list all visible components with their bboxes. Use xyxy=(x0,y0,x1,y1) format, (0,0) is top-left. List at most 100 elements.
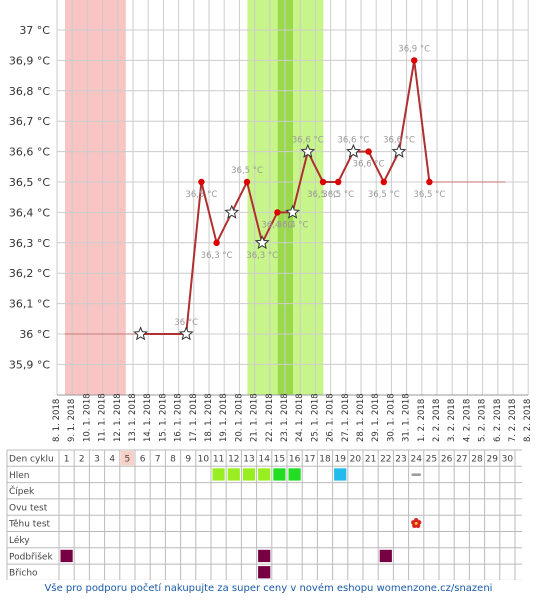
data-point[interactable] xyxy=(198,178,205,186)
cycle-table: Den cyklu Hlen Čípek Ovu test Těhu test Léky P… xyxy=(6,449,522,580)
x-tick-label: 21. 1. 2018 xyxy=(250,393,260,442)
fertility-chart: 37 °C 36,9 °C 36,8 °C 36,7 °C 36,6 °C 36,5 °C… xyxy=(6,0,533,580)
data-point[interactable] xyxy=(411,57,418,64)
temperature-labels: 36 °C 36,5 °C 36,3 °C 36,5 °C 36,3 °C 36,4 °C… xyxy=(174,44,445,328)
star-point[interactable] xyxy=(300,143,316,158)
chart-grid xyxy=(56,0,529,396)
y-axis: 37 °C 36,9 °C 36,8 °C 36,7 °C 36,6 °C 36,5 °C… xyxy=(9,24,50,371)
row-label: Podbřišek xyxy=(9,551,53,562)
day-number: 16 xyxy=(289,455,301,465)
day-number: 28 xyxy=(471,455,483,465)
day-number: 2 xyxy=(79,455,85,465)
day-number: 21 xyxy=(365,455,376,465)
x-tick-label: 30. 1. 2018 xyxy=(386,393,396,442)
day-number: 22 xyxy=(380,455,391,465)
cell-mark[interactable] xyxy=(379,549,392,563)
x-tick-label: 15. 1. 2018 xyxy=(158,393,168,442)
data-point[interactable] xyxy=(319,178,327,186)
day-number: 29 xyxy=(486,455,498,465)
cell-mark[interactable] xyxy=(60,549,73,563)
cell-mark[interactable] xyxy=(212,468,225,481)
data-point[interactable] xyxy=(380,178,387,186)
star-point[interactable] xyxy=(345,143,361,158)
star-point[interactable] xyxy=(285,204,301,219)
data-label: 36,6 °C xyxy=(383,136,415,146)
star-point[interactable] xyxy=(224,204,240,219)
cell-mark[interactable] xyxy=(258,549,271,563)
y-tick-label: 36,8 °C xyxy=(9,85,50,98)
data-label: 36,3 °C xyxy=(246,251,278,261)
x-tick-label: 25. 1. 2018 xyxy=(310,393,320,442)
x-tick-label: 16. 1. 2018 xyxy=(174,393,184,442)
x-tick-label: 6. 2. 2018 xyxy=(493,399,503,442)
cell-mark[interactable] xyxy=(227,468,240,481)
x-tick-label: 27. 1. 2018 xyxy=(341,393,351,442)
row-label: Léky xyxy=(9,535,30,546)
x-tick-label: 5. 2. 2018 xyxy=(478,399,488,442)
cell-mark[interactable] xyxy=(288,468,301,481)
data-point[interactable] xyxy=(274,209,281,216)
cell-mark[interactable] xyxy=(258,468,271,481)
star-point[interactable] xyxy=(133,326,149,341)
data-label: 36,4 °C xyxy=(261,220,293,230)
row-label: Čípek xyxy=(9,485,35,497)
day-number: 9 xyxy=(185,455,191,465)
row-label: Břicho xyxy=(9,569,38,579)
data-point[interactable] xyxy=(426,178,433,186)
data-label: 36,5 °C xyxy=(322,190,354,200)
cell-mark[interactable] xyxy=(273,468,286,481)
y-tick-label: 36,3 °C xyxy=(9,237,50,250)
y-tick-label: 36,1 °C xyxy=(9,298,50,311)
series-segment xyxy=(230,181,248,213)
day-number: 11 xyxy=(213,455,224,465)
data-point[interactable] xyxy=(365,148,372,155)
cell-mark[interactable] xyxy=(242,468,256,481)
star-point[interactable] xyxy=(254,234,270,250)
flower-icon[interactable] xyxy=(414,521,418,525)
day-number: 17 xyxy=(304,455,315,465)
data-point[interactable] xyxy=(335,178,342,186)
data-point[interactable] xyxy=(213,239,220,246)
series-segment xyxy=(185,181,203,335)
data-label: 36,6 °C xyxy=(337,136,369,146)
day-number: 10 xyxy=(198,455,210,465)
x-tick-label: 24. 1. 2018 xyxy=(295,393,305,442)
day-number: 12 xyxy=(228,455,239,465)
cell-dash-mark[interactable] xyxy=(411,473,421,476)
data-label: 36,5 °C xyxy=(231,166,263,176)
day-number: 18 xyxy=(319,455,331,465)
x-tick-label: 20. 1. 2018 xyxy=(234,393,244,442)
day-number: 25 xyxy=(426,455,437,465)
band-0 xyxy=(65,0,126,395)
series-segment xyxy=(261,211,279,244)
x-tick-label: 29. 1. 2018 xyxy=(371,393,381,442)
star-point[interactable] xyxy=(391,143,407,158)
day-number: 23 xyxy=(395,455,406,465)
day-number: 6 xyxy=(140,455,146,465)
y-tick-label: 36,9 °C xyxy=(9,54,50,67)
footer-link[interactable]: Vše pro podporu početí nakupujte za supe… xyxy=(44,583,493,594)
data-label: 36,4 °C xyxy=(277,220,309,230)
series-segment xyxy=(337,151,355,183)
day-number: 26 xyxy=(441,455,453,465)
data-point[interactable] xyxy=(243,178,251,186)
day-number: 27 xyxy=(456,455,467,465)
x-tick-label: 10. 1. 2018 xyxy=(82,393,92,442)
x-tick-label: 26. 1. 2018 xyxy=(326,393,336,442)
row-label: Ovu test xyxy=(9,503,48,513)
star-point[interactable] xyxy=(178,326,194,341)
day-number: 1 xyxy=(64,455,70,465)
day-number: 3 xyxy=(94,455,100,465)
data-label: 36,6 °C xyxy=(292,136,324,146)
series-segment xyxy=(200,181,218,244)
day-number: 20 xyxy=(350,455,362,465)
series-segment xyxy=(367,151,385,183)
day-number: 30 xyxy=(502,455,514,465)
series-segment xyxy=(382,151,400,183)
x-axis: 8. 1. 2018 9. 1. 2018 10. 1. 2018 11. 1. 20… xyxy=(52,393,533,442)
series-segment xyxy=(413,60,431,183)
day-number: 15 xyxy=(274,455,285,465)
cell-mark[interactable] xyxy=(258,566,271,579)
cell-mark[interactable] xyxy=(334,468,347,481)
flower-petal xyxy=(411,520,416,525)
